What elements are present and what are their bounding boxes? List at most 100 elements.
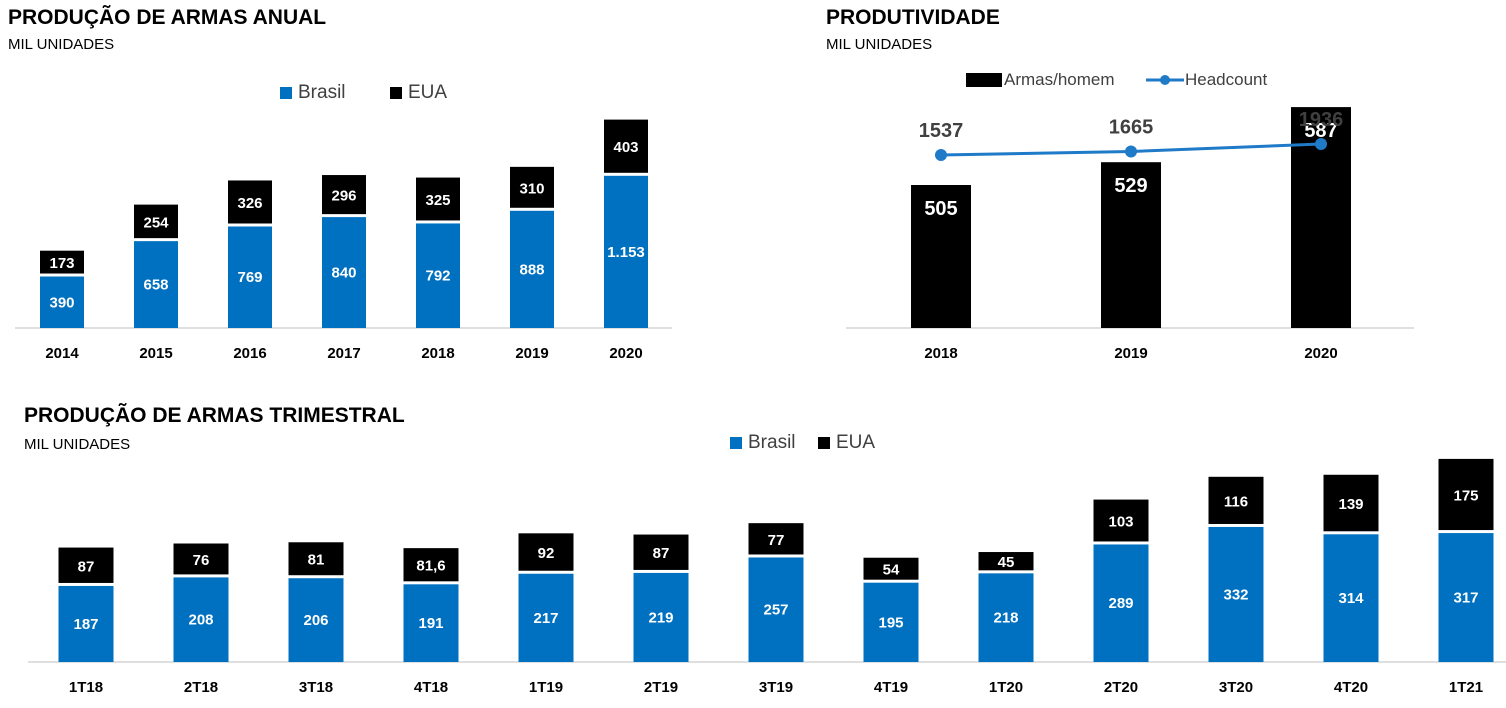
annual-tick-2018: 2018 bbox=[421, 345, 454, 362]
quarterly-label-eua-2t19: 87 bbox=[653, 545, 670, 562]
quarterly-bar-brasil-2t20 bbox=[1093, 544, 1149, 662]
quarterly-bar-eua-4t19 bbox=[863, 557, 919, 580]
headcount-label-2018: 1537 bbox=[919, 120, 964, 142]
quarterly-legend-brasil-label: Brasil bbox=[748, 432, 796, 453]
annual-label-eua-2019: 310 bbox=[519, 180, 544, 197]
quarterly-label-brasil-1t20: 218 bbox=[993, 610, 1018, 627]
quarterly-bar-eua-3t18 bbox=[288, 542, 344, 576]
annual-label-brasil-2014: 390 bbox=[49, 294, 74, 311]
quarterly-tick-1t18: 1T18 bbox=[69, 679, 103, 696]
headcount-label-2020: 1936 bbox=[1299, 109, 1344, 131]
quarterly-label-brasil-4t19: 195 bbox=[878, 614, 903, 631]
legend-swatch-brasil bbox=[280, 87, 292, 99]
annual-bar-brasil-2019 bbox=[510, 210, 554, 328]
headcount-point-2018 bbox=[935, 149, 947, 161]
annual-chart-title: PRODUÇÃO DE ARMAS ANUAL bbox=[8, 6, 327, 29]
quarterly-bar-brasil-1t18 bbox=[58, 585, 114, 662]
quarterly-label-brasil-2t18: 208 bbox=[188, 612, 213, 629]
productivity-legend-line-label: Headcount bbox=[1185, 70, 1268, 89]
legend-swatch-armas-homem bbox=[966, 73, 1002, 87]
quarterly-label-eua-3t20: 116 bbox=[1224, 493, 1248, 510]
annual-bar-brasil-2014 bbox=[40, 276, 84, 328]
quarterly-bar-eua-1t19 bbox=[518, 533, 574, 571]
productivity-bar-label-2018: 505 bbox=[924, 198, 957, 220]
annual-tick-2015: 2015 bbox=[139, 345, 172, 362]
quarterly-bar-eua-3t19 bbox=[748, 523, 804, 555]
annual-tick-2014: 2014 bbox=[45, 345, 79, 362]
annual-bar-eua-2018 bbox=[416, 177, 460, 221]
annual-bar-eua-2017 bbox=[322, 175, 366, 215]
annual-tick-2017: 2017 bbox=[327, 345, 360, 362]
quarterly-label-eua-4t19: 54 bbox=[883, 562, 900, 579]
annual-bar-brasil-2016 bbox=[228, 226, 272, 328]
annual-bar-brasil-2015 bbox=[134, 241, 178, 328]
annual-bar-brasil-2017 bbox=[322, 217, 366, 328]
quarterly-tick-4t18: 4T18 bbox=[414, 679, 448, 696]
quarterly-bar-brasil-4t18 bbox=[403, 584, 459, 662]
annual-tick-2016: 2016 bbox=[233, 345, 266, 362]
quarterly-label-eua-1t20: 45 bbox=[998, 554, 1015, 571]
headcount-label-2019: 1665 bbox=[1109, 116, 1154, 138]
quarterly-tick-1t21: 1T21 bbox=[1449, 679, 1483, 696]
annual-label-brasil-2016: 769 bbox=[237, 269, 262, 286]
annual-tick-2019: 2019 bbox=[515, 345, 548, 362]
productivity-legend-bar-label: Armas/homem bbox=[1004, 70, 1115, 89]
annual-label-eua-2017: 296 bbox=[331, 188, 356, 205]
quarterly-bar-eua-2t18 bbox=[173, 543, 229, 575]
productivity-bar-2018 bbox=[911, 185, 971, 328]
quarterly-tick-1t20: 1T20 bbox=[989, 679, 1023, 696]
quarterly-label-brasil-3t20: 332 bbox=[1223, 586, 1248, 603]
quarterly-label-brasil-1t21: 317 bbox=[1453, 590, 1478, 607]
quarterly-label-eua-2t20: 103 bbox=[1108, 514, 1133, 531]
annual-label-brasil-2017: 840 bbox=[331, 265, 356, 282]
annual-bar-eua-2016 bbox=[228, 180, 272, 224]
quarterly-bar-eua-1t18 bbox=[58, 547, 114, 583]
quarterly-label-brasil-4t20: 314 bbox=[1338, 590, 1364, 607]
annual-bar-eua-2015 bbox=[134, 204, 178, 239]
quarterly-bar-brasil-3t18 bbox=[288, 578, 344, 662]
headcount-point-2020 bbox=[1315, 137, 1327, 150]
annual-label-eua-2014: 173 bbox=[49, 255, 74, 272]
annual-label-eua-2018: 325 bbox=[425, 192, 450, 209]
quarterly-bar-eua-3t20 bbox=[1208, 476, 1264, 524]
productivity-tick-2018: 2018 bbox=[924, 345, 957, 362]
annual-label-brasil-2020: 1.153 bbox=[607, 244, 645, 261]
productivity-tick-2019: 2019 bbox=[1114, 345, 1147, 362]
headcount-point-2019 bbox=[1125, 145, 1137, 158]
quarterly-label-eua-1t21: 175 bbox=[1453, 487, 1478, 504]
annual-bar-eua-2014 bbox=[40, 250, 84, 274]
quarterly-bar-eua-1t21 bbox=[1438, 458, 1494, 531]
productivity-legend-line: Headcount bbox=[1146, 70, 1267, 90]
quarterly-bar-eua-2t20 bbox=[1093, 499, 1149, 542]
productivity-chart-title: PRODUTIVIDADE bbox=[826, 6, 1000, 29]
quarterly-label-eua-2t18: 76 bbox=[193, 552, 210, 569]
quarterly-label-eua-4t18: 81,6 bbox=[416, 558, 445, 575]
annual-bar-brasil-2018 bbox=[416, 223, 460, 328]
quarterly-tick-3t20: 3T20 bbox=[1219, 679, 1253, 696]
quarterly-bar-brasil-2t19 bbox=[633, 572, 689, 662]
annual-label-brasil-2019: 888 bbox=[519, 261, 544, 278]
annual-bar-eua-2019 bbox=[510, 166, 554, 208]
quarterly-bar-brasil-4t19 bbox=[863, 582, 919, 662]
annual-bar-eua-2020 bbox=[604, 119, 648, 173]
quarterly-bar-eua-1t20 bbox=[978, 552, 1034, 571]
quarterly-label-eua-4t20: 139 bbox=[1338, 496, 1363, 513]
legend-swatch-headcount bbox=[1146, 75, 1184, 85]
annual-bar-brasil-2020 bbox=[604, 175, 648, 328]
quarterly-label-brasil-3t19: 257 bbox=[763, 602, 788, 619]
quarterly-label-brasil-2t20: 289 bbox=[1108, 595, 1133, 612]
quarterly-bar-eua-4t18 bbox=[403, 548, 459, 582]
quarterly-tick-4t19: 4T19 bbox=[874, 679, 908, 696]
quarterly-tick-2t19: 2T19 bbox=[644, 679, 678, 696]
annual-tick-2020: 2020 bbox=[609, 345, 642, 362]
annual-legend-brasil-label: Brasil bbox=[298, 82, 346, 103]
annual-label-brasil-2015: 658 bbox=[143, 277, 168, 294]
productivity-tick-2020: 2020 bbox=[1304, 345, 1337, 362]
quarterly-bar-brasil-1t20 bbox=[978, 573, 1034, 662]
productivity-bar-label-2019: 529 bbox=[1114, 175, 1147, 197]
quarterly-legend-eua-label: EUA bbox=[836, 432, 876, 453]
quarterly-bar-brasil-2t18 bbox=[173, 577, 229, 662]
quarterly-label-brasil-2t19: 219 bbox=[648, 609, 673, 626]
annual-legend-eua-label: EUA bbox=[408, 82, 448, 103]
